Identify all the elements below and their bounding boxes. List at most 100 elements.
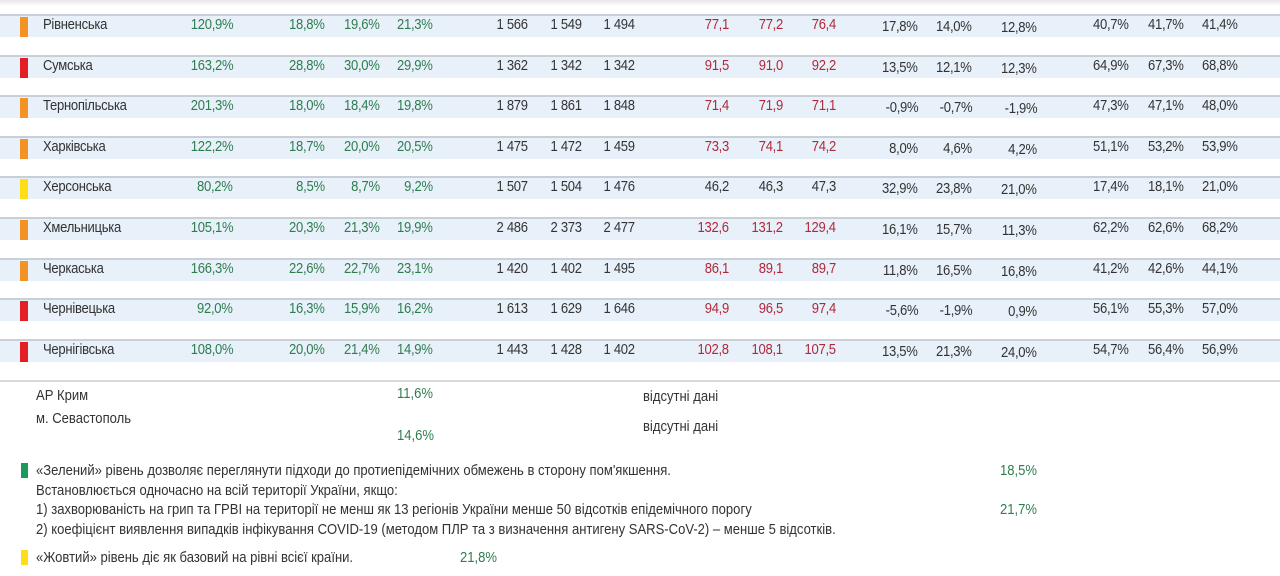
level-marker-red [20, 341, 28, 362]
hospital-week2: 46,3 [758, 179, 784, 196]
table-row: Сумська 163,2% 28,8% 30,0% 29,9% 1 362 1 342 1 … [0, 54, 1280, 95]
change-week3: 4,2% [1008, 141, 1037, 158]
positivity-week1: 28,8% [289, 57, 325, 74]
level-marker-orange [20, 98, 28, 119]
tests-week3: 1 459 [603, 138, 636, 155]
green-level-marker [21, 463, 28, 478]
bed-occupancy-week2: 53,2% [1148, 138, 1184, 155]
level-marker-orange [20, 220, 28, 240]
tests-week3: 1 646 [603, 301, 636, 318]
yellow-level-marker [21, 550, 28, 565]
bed-occupancy-week3: 48,0% [1202, 98, 1238, 115]
tests-week3: 1 495 [603, 260, 636, 277]
incidence-percent: 92,0% [197, 301, 233, 318]
hospital-week3: 97,4 [811, 301, 837, 318]
tests-week3: 1 476 [603, 179, 636, 196]
tests-week2: 1 504 [550, 179, 583, 196]
bed-occupancy-week1: 62,2% [1093, 220, 1129, 236]
sevastopol-value: 14,6% [397, 428, 435, 444]
positivity-week2: 15,9% [344, 301, 380, 318]
row-band [0, 217, 1280, 240]
table-row: Тернопільська 201,3% 18,0% 18,4% 19,8% 1 879 1… [0, 95, 1280, 135]
crimea-value: 11,6% [397, 386, 434, 402]
hospital-week1: 73,3 [704, 138, 730, 155]
positivity-week1: 16,3% [289, 301, 325, 318]
table-row: Харківська 122,2% 18,7% 20,0% 20,5% 1 475 1 47… [0, 135, 1280, 176]
overlap-value: 21,8% [460, 550, 498, 566]
tests-week2: 1 861 [550, 98, 583, 115]
positivity-week1: 8,5% [296, 179, 325, 196]
tests-week1: 1 879 [496, 98, 529, 115]
region-name: Чернівецька [43, 301, 115, 318]
bed-occupancy-week1: 54,7% [1093, 341, 1129, 358]
hospital-week2: 108,1 [751, 341, 784, 358]
change-week2: 14,0% [936, 19, 972, 35]
row-band [0, 54, 1280, 78]
bed-occupancy-week2: 55,3% [1148, 301, 1184, 318]
hospital-week3: 89,7 [811, 260, 837, 277]
change-week1: 13,5% [882, 59, 918, 76]
region-name: Харківська [43, 138, 106, 155]
positivity-week2: 20,0% [344, 138, 380, 155]
bed-occupancy-week2: 41,7% [1148, 17, 1184, 33]
change-week1: -0,9% [885, 100, 918, 117]
row-band [0, 135, 1280, 159]
overlap-value: 21,7% [1000, 502, 1038, 518]
positivity-week1: 18,0% [289, 98, 325, 115]
top-shadow [0, 0, 1280, 6]
table-row: Хмельницька 105,1% 20,3% 21,3% 19,9% 2 486 2 3… [0, 217, 1280, 257]
bed-occupancy-week2: 67,3% [1148, 57, 1184, 74]
bed-occupancy-week1: 41,2% [1093, 260, 1129, 277]
bed-occupancy-week3: 68,2% [1202, 220, 1238, 236]
hospital-week3: 76,4 [811, 17, 837, 33]
positivity-week2: 19,6% [344, 17, 380, 33]
hospital-week3: 107,5 [804, 341, 837, 358]
hospital-week2: 96,5 [758, 301, 784, 318]
positivity-week3: 9,2% [404, 179, 433, 196]
bed-occupancy-week2: 47,1% [1148, 98, 1184, 115]
change-week1: 8,0% [889, 140, 918, 157]
condition-2: 2) коефіцієнт виявлення випадків інфікув… [36, 522, 836, 538]
change-week2: 23,8% [936, 181, 972, 198]
hospital-week2: 91,0 [758, 57, 784, 74]
positivity-week3: 19,8% [397, 98, 433, 115]
table-row: Чернігівська 108,0% 20,0% 21,4% 14,9% 1 443 1 … [0, 338, 1280, 379]
condition-1: 1) захворюваність на грип та ГРВІ на тер… [36, 502, 752, 518]
change-week3: 21,0% [1001, 182, 1037, 199]
change-week3: 0,9% [1008, 304, 1037, 321]
table-row: Херсонська 80,2% 8,5% 8,7% 9,2% 1 507 1 504 1 4… [0, 176, 1280, 216]
positivity-week2: 21,4% [344, 341, 380, 358]
positivity-week2: 21,3% [344, 220, 380, 236]
level-marker-orange [20, 138, 28, 159]
tests-week1: 2 486 [496, 220, 529, 236]
positivity-week3: 20,5% [397, 138, 433, 155]
positivity-week2: 30,0% [344, 57, 380, 74]
tests-week1: 1 566 [496, 17, 529, 33]
bed-occupancy-week3: 68,8% [1202, 57, 1238, 74]
region-name: Чернігівська [43, 341, 115, 358]
tests-week1: 1 362 [496, 57, 529, 74]
hospital-week2: 77,2 [758, 17, 784, 33]
bed-occupancy-week3: 53,9% [1202, 138, 1238, 155]
table-row: Черкаська 166,3% 22,6% 22,7% 23,1% 1 420 1 402… [0, 257, 1280, 298]
positivity-week1: 22,6% [289, 260, 325, 277]
hospital-week2: 74,1 [758, 138, 784, 155]
incidence-percent: 122,2% [190, 138, 233, 155]
change-week2: 16,5% [936, 262, 972, 279]
tests-week2: 1 342 [550, 57, 583, 74]
tests-week1: 1 443 [496, 341, 529, 358]
tests-week2: 2 373 [550, 220, 583, 236]
incidence-percent: 80,2% [197, 179, 233, 196]
incidence-percent: 120,9% [190, 17, 233, 33]
hospital-week1: 132,6 [697, 220, 730, 236]
positivity-week1: 18,7% [289, 138, 325, 155]
change-week3: 12,3% [1001, 60, 1037, 77]
change-week1: 32,9% [882, 181, 918, 198]
level-marker-yellow [20, 179, 28, 200]
incidence-percent: 163,2% [190, 57, 233, 74]
tests-week2: 1 402 [550, 260, 583, 277]
positivity-week2: 18,4% [344, 98, 380, 115]
table-row: Чернівецька 92,0% 16,3% 15,9% 16,2% 1 613 1 62… [0, 298, 1280, 338]
region-name: Рівненська [43, 17, 108, 33]
bed-occupancy-week3: 44,1% [1202, 260, 1238, 277]
